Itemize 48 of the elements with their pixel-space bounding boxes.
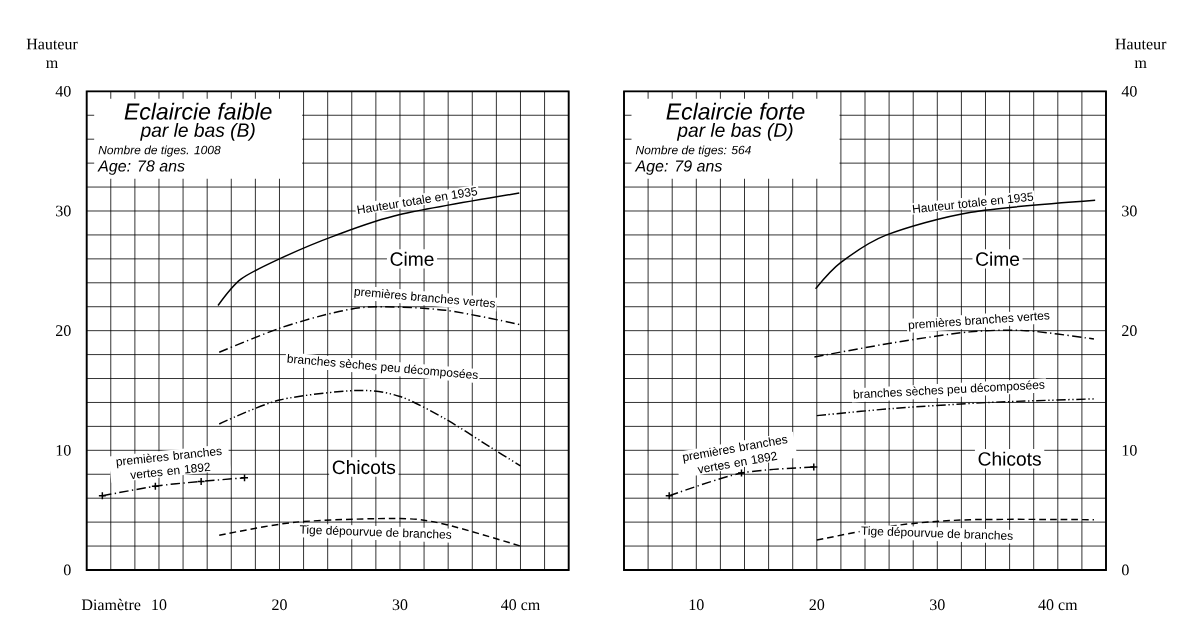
y2-axis-title: Hauteur m — [1115, 38, 1167, 68]
y2-tick-label: 20 — [1122, 325, 1137, 337]
x-axis-title: Diamètre — [81, 598, 141, 611]
annotation: Nombre de tiges. 1008 — [98, 145, 221, 157]
point — [809, 462, 818, 472]
x-tick-label: 30 — [930, 599, 945, 611]
annotation: Nombre de tiges: 564 — [635, 145, 751, 157]
y2-tick-label: 40 — [1121, 85, 1137, 97]
text: premières branches vertes en 1892 — [116, 447, 222, 479]
annotation: Age: 79 ans — [634, 160, 723, 175]
text: Hauteur totale en 1935 — [912, 192, 1034, 214]
text: Hauteur totale en 1935 — [357, 186, 478, 214]
annotation: Chicots — [978, 451, 1041, 466]
x-tick-label: 10 — [152, 599, 167, 611]
series-label: Tige dépourvue de branches — [299, 525, 452, 539]
text: par le bas (B) — [140, 122, 255, 141]
x-tick-label: 20 — [272, 599, 287, 611]
y-tick-label: 40 — [55, 85, 71, 97]
chart-title: Eclaircie forte — [666, 102, 805, 120]
x-tick-label: 20 — [809, 599, 825, 611]
x-tick-label: 30 — [392, 599, 408, 611]
annotation: Chicots — [332, 460, 396, 475]
line-series — [816, 398, 1095, 417]
y-axis-title: Hauteur m — [26, 38, 78, 68]
point — [737, 468, 746, 478]
text: par le bas (D) — [676, 122, 793, 141]
series-label: premières branches vertes — [908, 312, 1050, 332]
y-tick-label: 10 — [56, 444, 71, 456]
y2-tick-label: 30 — [1122, 205, 1137, 217]
y2-tick-label: 10 — [1122, 444, 1137, 456]
x-tick-label: 10 — [689, 599, 704, 611]
annotation: Cime — [976, 251, 1020, 266]
point — [664, 491, 674, 500]
annotation: Cime — [390, 251, 434, 266]
text: premières branches vertes en 1892 — [682, 436, 788, 474]
y-tick-label: 30 — [56, 205, 71, 217]
line-series — [218, 517, 522, 547]
series-label: Tige dépourvue de branches — [861, 526, 1013, 541]
chart-title: Eclaircie faible — [124, 102, 272, 120]
series-label: premières branches vertes — [354, 289, 496, 308]
series-label: branches sèches peu décomposées — [287, 353, 478, 380]
x-tick-label: 40 cm — [1038, 599, 1078, 611]
y-tick-label: 20 — [56, 325, 71, 337]
x-tick-label: 40 cm — [501, 599, 540, 611]
series-label: branches sèches peu décomposées — [853, 380, 1045, 399]
y-tick-label: 0 — [63, 564, 71, 576]
annotation: Age: 78 ans — [97, 160, 185, 175]
y2-tick-label: 0 — [1121, 564, 1129, 576]
